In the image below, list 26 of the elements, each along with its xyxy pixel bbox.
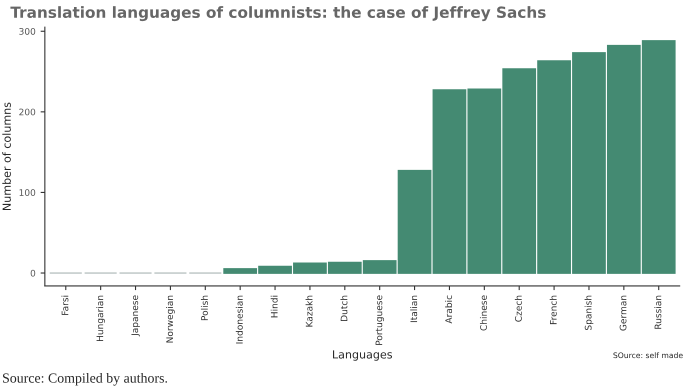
x-tick-label: Russian — [654, 296, 662, 329]
x-tick-label: Arabic — [445, 296, 452, 324]
x-tick-label: Kazakh — [306, 296, 313, 327]
x-tick-label: Hungarian — [96, 296, 106, 342]
x-tick-label: Chinese — [480, 295, 487, 331]
x-tick-label: Polish — [200, 296, 208, 320]
y-tick-label: 200 — [19, 108, 36, 116]
x-tick-label: Dutch — [340, 296, 348, 321]
x-tick-label: French — [550, 296, 557, 324]
y-tick-label: 100 — [20, 189, 36, 196]
x-tick-label: Spanish — [584, 296, 594, 330]
x-tick-label: Hindi — [270, 296, 278, 318]
chart-title: Translation languages of columnists: the case of Jeffrey Sachs — [10, 6, 546, 22]
x-tick-label: Italian — [410, 296, 418, 322]
y-tick-label: 300 — [19, 28, 36, 35]
x-tick-label: Indonesian — [236, 296, 243, 344]
y-tick-label: 0 — [30, 270, 36, 277]
x-axis-title: Languages — [333, 350, 392, 361]
x-tick-label: Portuguese — [376, 295, 384, 345]
x-tick-label: Japanese — [131, 295, 140, 336]
x-tick-label: German — [620, 296, 626, 331]
x-tick-label: Norwegian — [166, 296, 175, 342]
x-tick-label: Czech — [514, 296, 522, 322]
source-note: Source: Compiled by authors. — [3, 372, 168, 386]
x-tick-label: Farsi — [61, 296, 68, 315]
y-axis-title: Number of columns — [2, 102, 11, 210]
